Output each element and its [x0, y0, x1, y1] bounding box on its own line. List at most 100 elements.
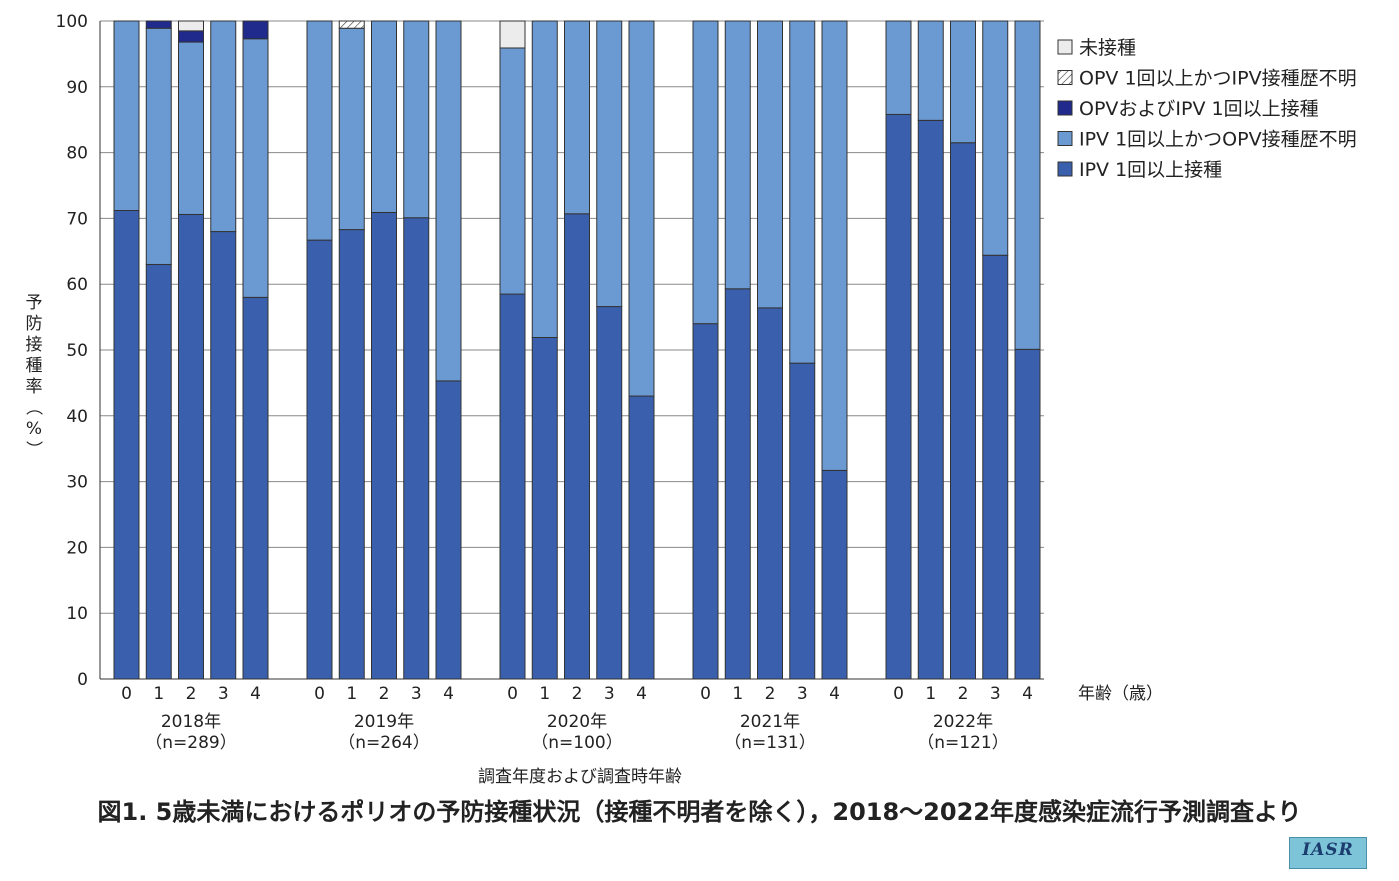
- x-tick-label-age: 1: [925, 684, 936, 704]
- y-axis-title-char: （: [23, 399, 43, 416]
- x-tick-label-age: 2: [958, 684, 969, 704]
- logo-text: IASR: [1302, 840, 1354, 860]
- y-axis-title-char: 接: [26, 335, 43, 355]
- group-label-n: （n=121）: [917, 733, 1008, 753]
- bar-segment: [338, 229, 365, 680]
- bar-segment: [210, 20, 237, 233]
- bar-segment: [403, 20, 430, 219]
- bar-segment: [145, 20, 172, 29]
- legend-swatch: [1057, 100, 1073, 116]
- legend-label: 未接種: [1079, 37, 1136, 59]
- x-tick-label-age: 4: [250, 684, 261, 704]
- group-label-year: 2021年: [740, 712, 800, 732]
- bar-segment: [885, 113, 912, 680]
- y-tick-label: 100: [56, 12, 88, 32]
- y-tick-label: 40: [66, 407, 88, 427]
- bar-segment: [628, 20, 655, 397]
- x-tick-label-age: 2: [572, 684, 583, 704]
- bar-segment: [113, 20, 140, 212]
- y-axis-title-char: %: [26, 419, 42, 439]
- x-tick-label-age: 2: [379, 684, 390, 704]
- bar-segment: [531, 336, 558, 680]
- y-axis-title-char: 率: [26, 377, 43, 397]
- x-tick-label-age: 3: [990, 684, 1001, 704]
- bar-segment: [917, 20, 944, 121]
- bar-segment: [789, 20, 816, 364]
- bar-segment: [145, 27, 172, 265]
- legend-label: IPV 1回以上接種: [1079, 159, 1222, 181]
- group-label-n: （n=100）: [531, 733, 622, 753]
- group-label-year: 2020年: [547, 712, 607, 732]
- bar-segment: [499, 293, 526, 680]
- bar-segment: [435, 20, 462, 382]
- legend-swatch: [1057, 39, 1073, 55]
- bar-segment: [371, 211, 397, 680]
- y-axis-title-char: 予: [26, 293, 43, 313]
- x-tick-label-age: 0: [121, 684, 132, 704]
- legend-label: OPV 1回以上かつIPV接種歴不明: [1079, 68, 1357, 90]
- bar-segment: [821, 469, 848, 680]
- legend-label: OPVおよびIPV 1回以上接種: [1079, 98, 1319, 120]
- y-tick-label: 50: [66, 341, 88, 361]
- x-axis-title: 調査年度および調査時年齢: [478, 767, 682, 787]
- y-axis-title-char: 種: [26, 356, 43, 376]
- x-tick-label-age: 3: [797, 684, 808, 704]
- bar-segment: [371, 20, 397, 213]
- legend-swatch: [1057, 161, 1073, 177]
- y-axis-title-char: ）: [23, 441, 43, 458]
- bar-segment: [306, 20, 333, 241]
- bar-segment: [178, 41, 204, 215]
- bar-segment: [338, 20, 365, 29]
- x-tick-label-age: 2: [186, 684, 197, 704]
- bar-segment: [435, 380, 462, 680]
- bar-segment: [145, 263, 172, 680]
- y-tick-label: 80: [66, 144, 88, 164]
- bar-segment: [724, 288, 751, 680]
- bar-segment: [403, 217, 430, 680]
- x-tick-label-age: 4: [443, 684, 454, 704]
- bar-segment: [499, 47, 526, 295]
- bar-segment: [692, 20, 719, 325]
- bar-segment: [596, 20, 623, 308]
- y-tick-label: 70: [66, 209, 88, 229]
- bar-segment: [757, 20, 783, 309]
- iasr-logo: IASR: [1289, 837, 1367, 869]
- y-axis-title-char: 防: [26, 314, 43, 334]
- x-tick-label-age: 0: [507, 684, 518, 704]
- bar-segment: [950, 20, 976, 144]
- group-label-year: 2018年: [161, 712, 221, 732]
- group-label-n: （n=289）: [145, 733, 236, 753]
- legend: 未接種 OPV 1回以上かつIPV接種歴不明 OPVおよびIPV 1回以上接種 IPV…: [1057, 37, 1357, 181]
- bar-segment: [757, 307, 783, 680]
- legend-label: IPV 1回以上かつOPV接種歴不明: [1079, 129, 1357, 151]
- y-tick-label: 30: [66, 473, 88, 493]
- bar-segment: [724, 20, 751, 290]
- x-tick-label-age: 4: [1022, 684, 1033, 704]
- bar-segment: [950, 142, 976, 680]
- legend-swatch: [1057, 131, 1073, 146]
- group-label-n: （n=264）: [338, 733, 429, 753]
- bar-segment: [692, 323, 719, 680]
- x-tick-label-age: 1: [153, 684, 164, 704]
- x-tick-label-age: 0: [700, 684, 711, 704]
- bar-segment: [178, 20, 204, 32]
- bar-segment: [982, 20, 1009, 256]
- bar-segment: [564, 213, 590, 680]
- bar-segment: [982, 254, 1009, 680]
- bar-segment: [531, 20, 558, 338]
- bar-segment: [885, 20, 912, 115]
- figure-caption: 図1. 5歳未満におけるポリオの予防接種状況（接種不明者を除く），2018〜20…: [97, 798, 1302, 826]
- bar-segment: [178, 30, 204, 43]
- age-axis-unit-label: 年齢（歳）: [1078, 684, 1163, 704]
- bar-segment: [242, 296, 269, 680]
- bar-segment: [499, 20, 526, 49]
- group-label-year: 2022年: [933, 712, 993, 732]
- bars: [113, 20, 1041, 680]
- bar-segment: [242, 20, 269, 40]
- x-tick-label-age: 1: [539, 684, 550, 704]
- bar-segment: [596, 306, 623, 680]
- y-tick-label: 20: [66, 538, 88, 558]
- x-tick-label-age: 4: [636, 684, 647, 704]
